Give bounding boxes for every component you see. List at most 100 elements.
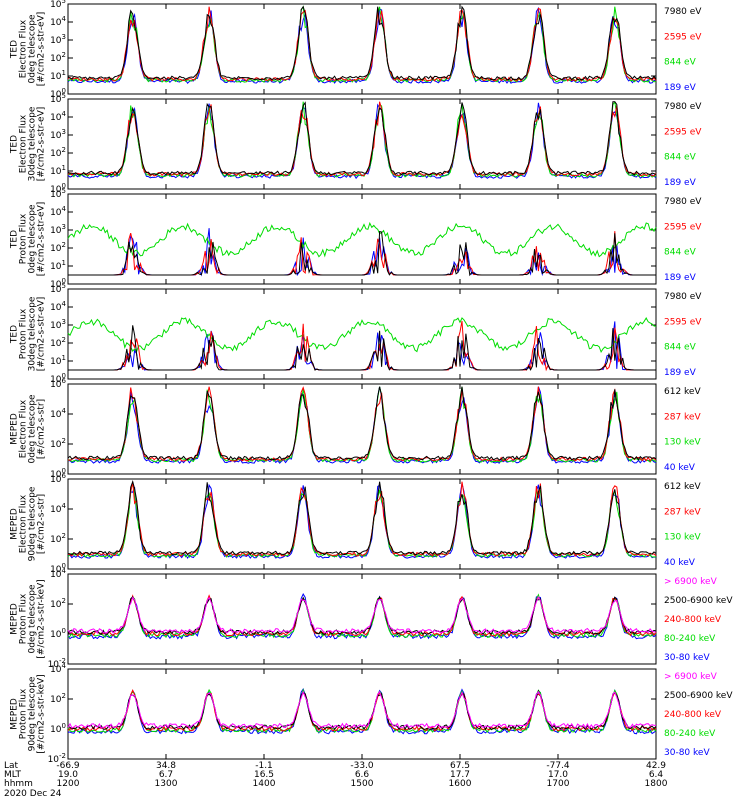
series-trace xyxy=(67,689,657,732)
y-tick-label: 104 xyxy=(50,567,66,580)
legend-entry: 30-80 keV xyxy=(664,748,710,758)
orbit-row-value: 1200 xyxy=(57,779,80,789)
orbit-row-value: -33.0 xyxy=(350,761,374,771)
panel-frame xyxy=(67,668,657,760)
legend-entry: 189 eV xyxy=(664,368,697,378)
y-tick-label: 100 xyxy=(50,277,66,290)
legend-entry: 80-240 keV xyxy=(664,729,716,739)
series-trace xyxy=(67,483,657,560)
series-trace xyxy=(67,386,657,461)
orbit-row-value: 6.4 xyxy=(649,770,664,780)
orbit-row-value: 42.9 xyxy=(646,761,666,771)
legend-entry: 2595 eV xyxy=(664,222,702,232)
legend-entry: > 6900 keV xyxy=(664,672,718,682)
panel-ylabel: TEDProton Flux0deg telescope[#/cm2-s-str… xyxy=(10,202,47,277)
y-tick-label: 105 xyxy=(50,282,66,295)
series-trace xyxy=(67,101,657,177)
panel-ylabel: MEPEDProton Flux90deg telescope[#/cm2-s-… xyxy=(10,674,47,753)
series-trace xyxy=(67,690,657,730)
orbit-row-value: 1300 xyxy=(155,779,178,789)
orbit-row-value: 17.7 xyxy=(450,770,470,780)
y-tick-label: 104 xyxy=(50,15,66,28)
legend-entry: 189 eV xyxy=(664,83,697,93)
orbit-row-value: 1500 xyxy=(351,779,374,789)
y-tick-label: 100 xyxy=(50,372,66,385)
y-tick-label: 101 xyxy=(50,69,66,82)
legend-entry: 240-800 keV xyxy=(664,615,722,625)
orbit-row-value: -66.9 xyxy=(56,761,80,771)
y-tick-label: 100 xyxy=(50,182,66,195)
legend-entry: 2500-6900 keV xyxy=(664,691,733,701)
orbit-row-value: 1700 xyxy=(547,779,570,789)
y-tick-label: 105 xyxy=(50,187,66,200)
series-trace xyxy=(67,481,656,559)
legend-entry: 2500-6900 keV xyxy=(664,596,733,606)
legend-entry: 40 keV xyxy=(664,558,696,568)
orbit-row-label: MLT xyxy=(4,770,22,780)
legend-entry: 2595 eV xyxy=(664,317,702,327)
series-trace xyxy=(67,688,657,734)
y-tick-label: 102 xyxy=(50,241,66,254)
legend-entry: 7980 eV xyxy=(664,292,702,302)
series-trace xyxy=(67,595,657,636)
legend-entry: 130 keV xyxy=(664,533,701,543)
panel-frame xyxy=(67,573,657,665)
series-trace xyxy=(67,386,657,465)
legend-entry: 80-240 keV xyxy=(664,634,716,644)
orbit-row-value: -1.1 xyxy=(255,761,273,771)
series-trace xyxy=(67,6,657,84)
y-tick-label: 102 xyxy=(50,597,66,610)
y-tick-label: 103 xyxy=(50,33,66,46)
legend-entry: > 6900 keV xyxy=(664,577,718,587)
legend-entry: 30-80 keV xyxy=(664,653,710,663)
y-tick-label: 102 xyxy=(50,51,66,64)
y-tick-label: 106 xyxy=(50,377,66,390)
y-tick-label: 100 xyxy=(50,722,66,735)
date-label: 2020 Dec 24 xyxy=(4,789,62,799)
y-tick-label: 105 xyxy=(50,92,66,105)
orbit-row-value: 6.6 xyxy=(355,770,370,780)
legend-entry: 189 eV xyxy=(664,178,697,188)
series-trace xyxy=(68,228,656,277)
legend-entry: 844 eV xyxy=(664,58,697,68)
legend-entry: 2595 eV xyxy=(664,127,702,137)
y-tick-label: 104 xyxy=(50,110,66,123)
series-trace xyxy=(68,230,656,277)
series-trace xyxy=(67,221,657,258)
orbit-row-label: hhmm xyxy=(4,779,33,789)
legend-entry: 7980 eV xyxy=(664,7,702,17)
series-trace xyxy=(67,102,657,180)
panel-frame xyxy=(67,193,657,285)
series-trace xyxy=(67,480,657,556)
panel-ylabel: TEDProton Flux30deg telescope[#/cm2-s-st… xyxy=(10,296,47,371)
y-tick-label: 101 xyxy=(50,259,66,272)
legend-entry: 287 keV xyxy=(664,507,701,517)
legend-entry: 844 eV xyxy=(664,153,697,163)
y-tick-label: 102 xyxy=(50,437,66,450)
series-trace xyxy=(67,386,657,463)
orbit-row-value: 19.0 xyxy=(58,770,78,780)
panel-ylabel: TEDElectron Flux30deg telescope[#/cm2-s-… xyxy=(10,106,47,181)
y-tick-label: 104 xyxy=(50,300,66,313)
orbit-row-value: 67.5 xyxy=(450,761,470,771)
series-trace xyxy=(67,386,657,462)
series-trace xyxy=(67,595,657,634)
legend-entry: 240-800 keV xyxy=(664,710,722,720)
orbit-row-value: 16.5 xyxy=(254,770,274,780)
y-tick-label: 103 xyxy=(50,318,66,331)
legend-entry: 612 keV xyxy=(664,482,701,492)
y-tick-label: 105 xyxy=(50,0,66,10)
orbit-row-value: 6.7 xyxy=(159,770,173,780)
orbit-row-value: 17.0 xyxy=(548,770,568,780)
legend-entry: 2595 eV xyxy=(664,32,702,42)
y-tick-label: 102 xyxy=(50,532,66,545)
orbit-row-value: 1800 xyxy=(645,779,668,789)
legend-entry: 287 keV xyxy=(664,412,701,422)
y-tick-label: 103 xyxy=(50,223,66,236)
series-trace xyxy=(67,5,657,81)
legend-entry: 7980 eV xyxy=(664,102,702,112)
